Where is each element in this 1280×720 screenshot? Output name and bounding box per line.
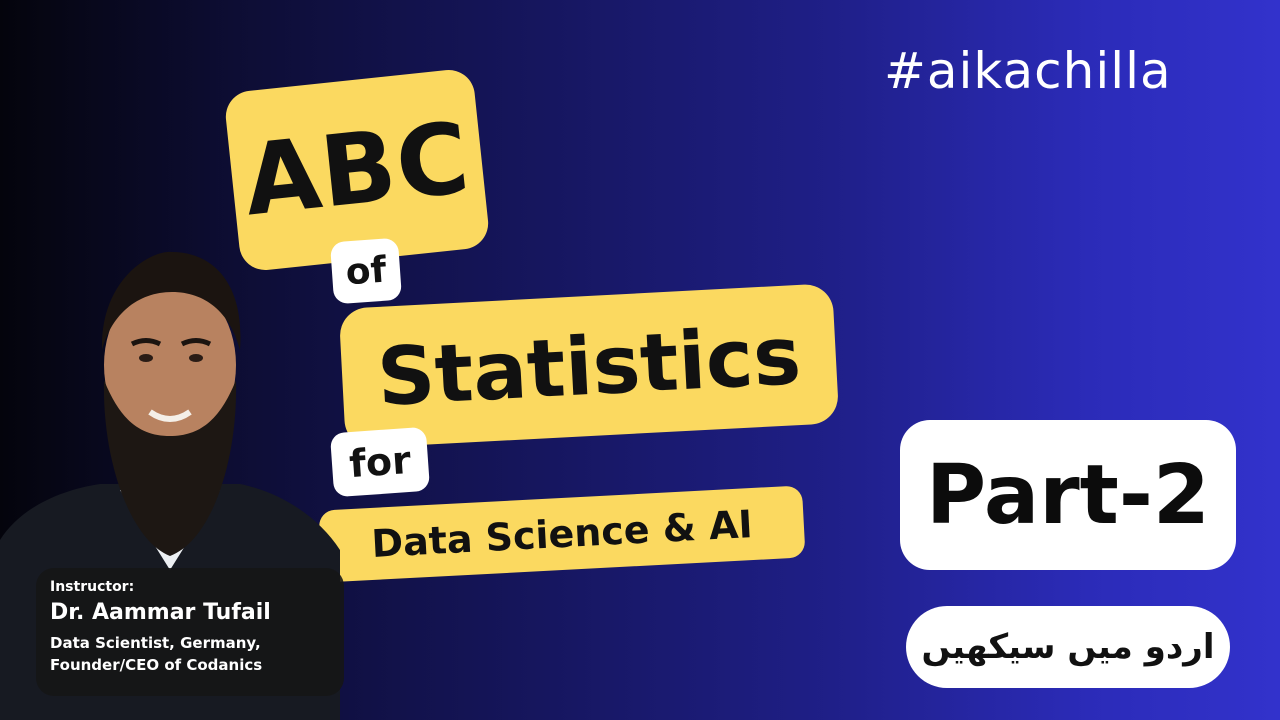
title-statistics-pill: Statistics — [338, 283, 840, 449]
instructor-role-line2: Founder/CEO of Codanics — [50, 656, 263, 674]
title-for-pill: for — [329, 426, 431, 498]
title-for-text: for — [347, 437, 413, 487]
title-topic-text: Data Science & AI — [370, 502, 754, 566]
title-topic-pill: Data Science & AI — [318, 485, 806, 583]
hashtag-text: #aikachilla — [884, 42, 1172, 100]
instructor-name: Dr. Aammar Tufail — [50, 600, 271, 625]
language-badge: اردو میں سیکھیں — [906, 606, 1230, 688]
instructor-label: Instructor: — [50, 579, 135, 595]
instructor-card: Instructor: Dr. Aammar Tufail Data Scien… — [36, 568, 344, 696]
part-text: Part-2 — [926, 447, 1210, 543]
title-abc-text: ABC — [238, 101, 476, 239]
instructor-role-line1: Data Scientist, Germany, — [50, 634, 261, 652]
title-of-text: of — [344, 249, 388, 293]
title-of-pill: of — [329, 237, 403, 305]
language-text: اردو میں سیکھیں — [921, 627, 1215, 667]
title-statistics-text: Statistics — [374, 308, 804, 424]
part-badge: Part-2 — [900, 420, 1236, 570]
